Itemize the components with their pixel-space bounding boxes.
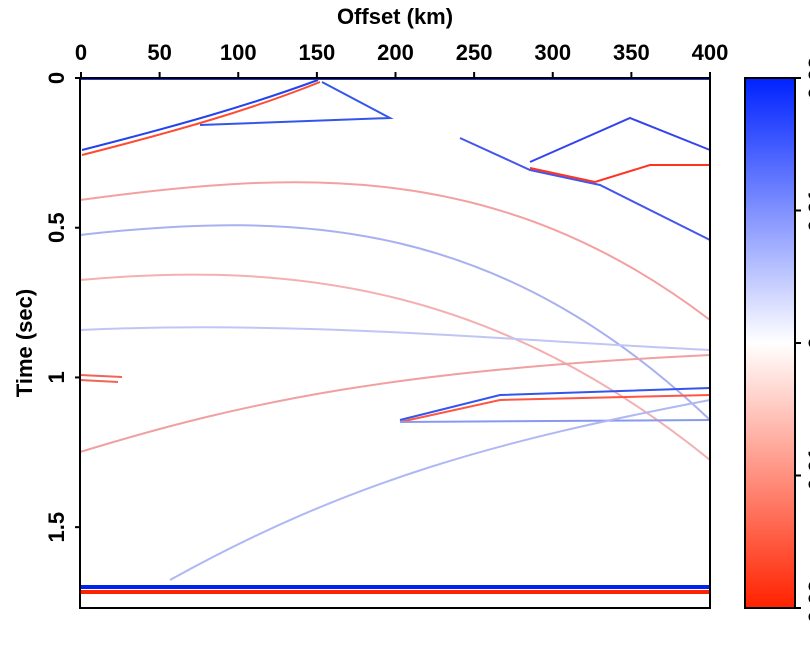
event — [459, 137, 711, 241]
x-tick-label: 100 — [220, 40, 257, 65]
x-tick-label: 250 — [456, 40, 493, 65]
x-tick-label: 200 — [377, 40, 414, 65]
event — [79, 374, 123, 383]
y-tick-label: 1.5 — [44, 512, 69, 543]
colorbar-tick-label: −0.01 — [804, 448, 810, 504]
event — [79, 273, 711, 461]
event — [79, 326, 711, 351]
y-tick-label: 0 — [44, 72, 69, 84]
x-tick-label: 0 — [75, 40, 87, 65]
event — [399, 387, 711, 421]
event — [529, 164, 710, 184]
event — [529, 116, 711, 163]
event — [79, 354, 711, 453]
event — [169, 399, 711, 581]
event — [81, 81, 321, 156]
event — [81, 79, 319, 151]
colorbar-tick-label: −0.02 — [804, 580, 810, 636]
x-tick-label: 150 — [299, 40, 336, 65]
x-tick-label: 350 — [613, 40, 650, 65]
colorbar-tick-label: 0 — [804, 337, 810, 349]
colorbar-tick-label: 0.01 — [804, 189, 810, 232]
x-tick-label: 50 — [147, 40, 171, 65]
event — [399, 394, 711, 423]
x-tick-label: 300 — [534, 40, 571, 65]
event — [79, 181, 711, 321]
y-tick-label: 0.5 — [44, 212, 69, 243]
seismic-events — [79, 78, 711, 594]
event — [399, 419, 711, 423]
x-tick-label: 400 — [692, 40, 729, 65]
event — [199, 81, 394, 126]
y-tick-label: 1 — [44, 371, 69, 383]
colorbar — [744, 77, 796, 609]
x-axis-label: Offset (km) — [337, 4, 453, 29]
y-axis-label: Time (sec) — [12, 289, 37, 397]
colorbar-tick-label: 0.02 — [804, 57, 810, 100]
